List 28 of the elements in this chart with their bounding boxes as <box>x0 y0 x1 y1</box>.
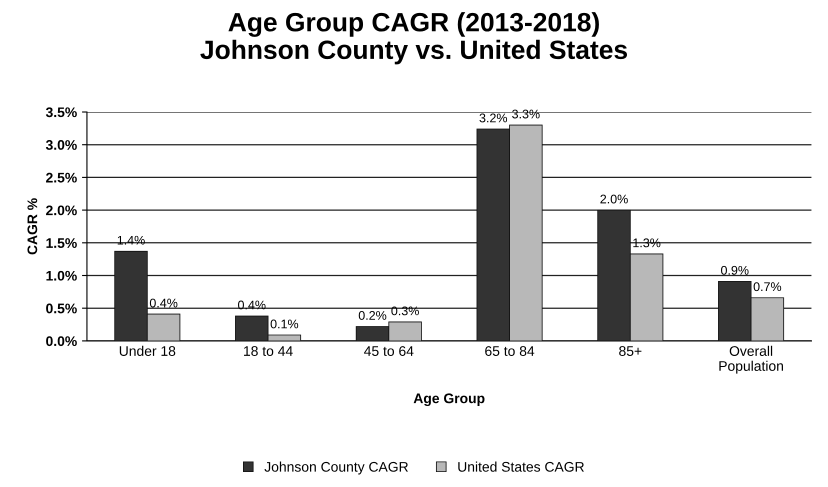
data-label: 0.7% <box>754 282 782 292</box>
y-tick-label: 3.5% <box>46 107 77 118</box>
y-tick-label: 1.5% <box>46 238 77 248</box>
data-label: 3.2% <box>479 114 508 122</box>
y-axis-title: CAGR % <box>27 198 38 254</box>
x-axis-title: Age Group <box>414 393 484 406</box>
x-tick-label: 45 to 64 <box>364 346 414 356</box>
data-label: 0.4% <box>238 300 266 310</box>
x-tick-label: Overall Population <box>719 346 783 374</box>
data-label: 0.1% <box>270 320 298 328</box>
data-label: 0.9% <box>721 266 749 275</box>
data-label: 2.0% <box>600 194 628 204</box>
y-tick-label: 1.0% <box>46 270 77 281</box>
y-tick-label: 2.5% <box>46 172 77 183</box>
data-label: 0.4% <box>150 298 178 308</box>
y-tick-label: 3.0% <box>46 140 77 150</box>
data-label: 0.3% <box>391 306 419 316</box>
y-tick-label: 0.5% <box>46 304 77 314</box>
legend-label: Johnson County CAGR <box>264 462 408 474</box>
y-tick-label: 2.0% <box>46 205 77 216</box>
data-label: 0.2% <box>358 311 386 320</box>
x-tick-label: 18 to 44 <box>244 346 293 356</box>
x-tick-label: 85+ <box>619 346 642 356</box>
y-tick-label: 0.0% <box>46 336 77 346</box>
chart-title: Age Group CAGR (2013-2018) Johnson County vs. United States <box>200 12 628 64</box>
legend-label: United States CAGR <box>458 462 584 472</box>
x-tick-label: Under 18 <box>120 346 176 356</box>
x-tick-label: 65 to 84 <box>485 346 534 356</box>
